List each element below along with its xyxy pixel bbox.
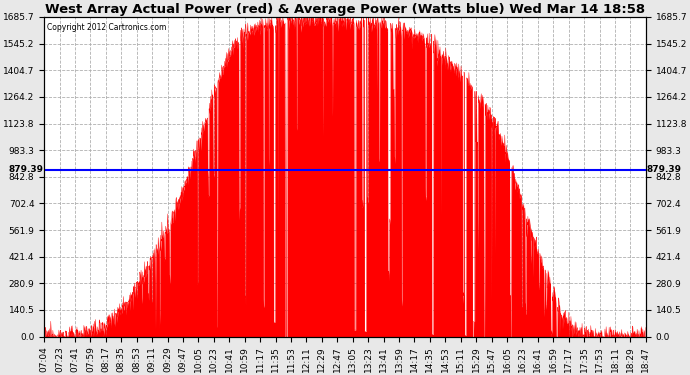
- Title: West Array Actual Power (red) & Average Power (Watts blue) Wed Mar 14 18:58: West Array Actual Power (red) & Average …: [45, 3, 645, 16]
- Text: Copyright 2012 Cartronics.com: Copyright 2012 Cartronics.com: [47, 23, 166, 32]
- Text: 879.39: 879.39: [647, 165, 682, 174]
- Text: 879.39: 879.39: [8, 165, 43, 174]
